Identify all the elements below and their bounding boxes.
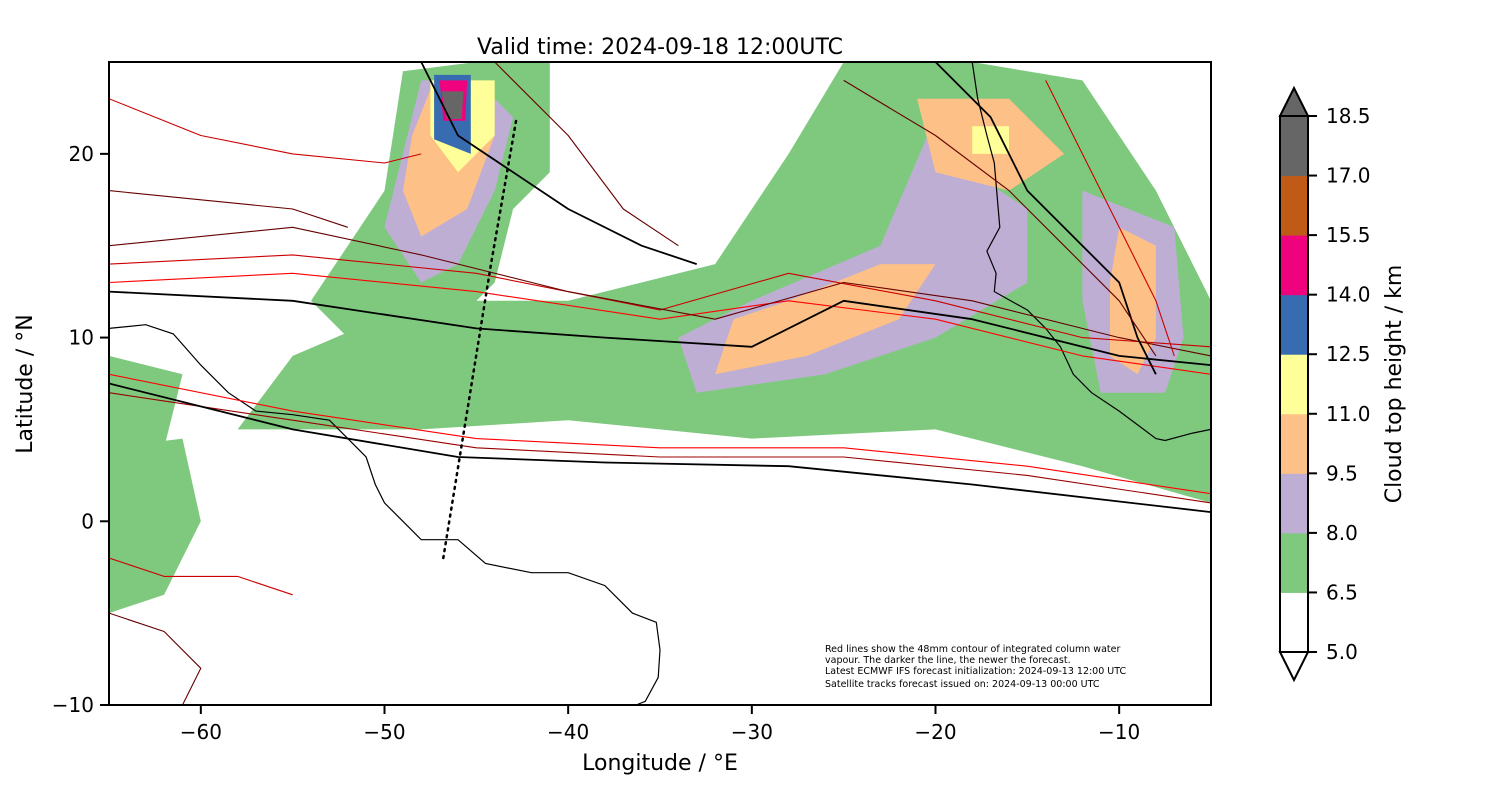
note-line: vapour. The darker the line, the newer t… [825, 655, 1071, 666]
x-tick-label: −20 [914, 720, 956, 744]
colorbar-segment [1280, 235, 1308, 296]
colorbar-tick-label: 11.0 [1326, 402, 1371, 426]
forecast-note: Red lines show the 48mm contour of integ… [825, 644, 1126, 690]
satellite-track-line [442, 115, 518, 560]
map-frame [108, 61, 1212, 706]
colorbar-extend-min [1278, 651, 1310, 683]
colorbar-segment [1280, 116, 1308, 177]
x-tick-label: −10 [1098, 720, 1140, 744]
coastline [109, 324, 661, 705]
iwv-contour-line [109, 290, 1211, 366]
y-tick-label: −10 [52, 693, 94, 717]
iwv-contour-line [109, 612, 202, 705]
iwv-contour-line [109, 382, 1211, 513]
cloud-region [109, 438, 201, 614]
colorbar-tick-label: 18.5 [1326, 104, 1371, 128]
x-tick-label: −50 [363, 720, 405, 744]
cloud-region [109, 355, 183, 448]
y-tick-label: 20 [69, 142, 94, 166]
colorbar-segment [1280, 592, 1308, 653]
iwv-contour-line [1045, 80, 1175, 357]
y-tick-label: 10 [69, 326, 94, 350]
iwv-contour-line [109, 190, 348, 228]
colorbar-tick-label: 17.0 [1326, 164, 1371, 188]
colorbar-frame [1279, 115, 1309, 653]
x-tick-label: −30 [731, 720, 773, 744]
iwv-contour-line [934, 62, 1157, 375]
y-axis-label: Latitude / °N [13, 314, 38, 453]
colorbar-tick-label: 6.5 [1326, 580, 1358, 604]
colorbar-segment [1280, 354, 1308, 415]
iwv-contour-line [109, 392, 1211, 504]
cloud-top-height-field [109, 62, 1211, 614]
coastline [986, 135, 1211, 442]
iwv-contour-line [109, 272, 1211, 375]
iwv-contours [109, 62, 1211, 705]
cloud-region [715, 264, 936, 375]
figure-title: Valid time: 2024-09-18 12:00UTC [477, 35, 843, 60]
x-tick-label: −40 [547, 720, 589, 744]
colorbar-tick-label: 14.0 [1326, 283, 1371, 307]
iwv-contour-line [109, 226, 1211, 357]
iwv-contour-line [109, 254, 1211, 348]
colorbar-tick-label: 9.5 [1326, 461, 1358, 485]
colorbar-tick-label: 8.0 [1326, 521, 1358, 545]
colorbar-tick-label: 5.0 [1326, 640, 1358, 664]
iwv-contour-line [843, 79, 1157, 357]
note-line: Latest ECMWF IFS forecast initialization… [825, 666, 1126, 677]
colorbar-tick-label: 12.5 [1326, 342, 1371, 366]
colorbar-segment [1280, 413, 1308, 474]
satellite-track [442, 115, 518, 560]
colorbar-tick-label: 15.5 [1326, 223, 1371, 247]
x-tick-label: −60 [180, 720, 222, 744]
iwv-contour-line [494, 62, 679, 247]
coastlines [109, 62, 1211, 705]
iwv-contour-line [109, 98, 422, 164]
iwv-contour-line [109, 373, 1211, 495]
x-axis-label: Longitude / °E [582, 751, 738, 776]
colorbar-label: Cloud top height / km [1382, 265, 1407, 504]
colorbar-segment [1280, 532, 1308, 593]
note-line: Red lines show the 48mm contour of integ… [825, 644, 1120, 655]
coastline [971, 62, 988, 136]
y-tick-label: 0 [81, 509, 94, 533]
colorbar: 18.5 17.0 15.5 14.0 12.5 11.0 9.5 8.0 6.5 5.0 [1278, 85, 1371, 683]
colorbar-extend-max [1278, 85, 1310, 117]
y-axis-ticks: 20 10 0 −10 [52, 142, 109, 717]
cloud-region [972, 126, 1009, 154]
colorbar-segment [1280, 175, 1308, 236]
iwv-contour-line [420, 62, 697, 265]
iwv-contour-line [109, 557, 293, 596]
note-line: Satellite tracks forecast issued on: 202… [825, 679, 1100, 690]
colorbar-segment [1280, 473, 1308, 534]
colorbar-segment [1280, 294, 1308, 355]
x-axis-ticks: −60 −50 −40 −30 −20 −10 [180, 705, 1140, 744]
